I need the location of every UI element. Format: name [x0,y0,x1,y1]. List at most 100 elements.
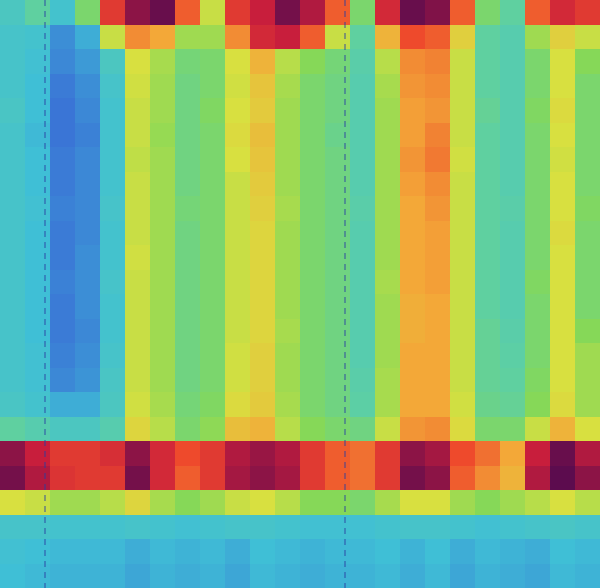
heatmap-cell [100,172,126,197]
heatmap-cell [175,147,201,172]
heatmap-cell [50,123,76,148]
heatmap-cell [425,368,451,393]
heatmap-cells [0,0,600,588]
heatmap-cell [475,564,501,588]
heatmap-cell [450,0,476,25]
heatmap-cell [475,441,501,466]
heatmap-cell [375,441,401,466]
heatmap-cell [475,25,501,50]
heatmap-cell [125,147,151,172]
heatmap-cell [175,0,201,25]
heatmap-cell [375,539,401,564]
heatmap-cell [425,490,451,515]
heatmap-cell [100,245,126,270]
heatmap-cell [225,25,251,50]
heatmap-cell [575,466,600,491]
heatmap-cell [550,74,576,99]
heatmap-cell [225,515,251,540]
heatmap-cell [375,368,401,393]
heatmap-cell [375,564,401,588]
heatmap-cell [0,490,26,515]
heatmap-cell [75,196,101,221]
heatmap-cell [150,25,176,50]
heatmap-cell [175,392,201,417]
heatmap-cell [50,539,76,564]
heatmap-cell [350,245,376,270]
heatmap-cell [575,294,600,319]
heatmap-cell [500,245,526,270]
heatmap-cell [25,221,51,246]
heatmap-cell [375,417,401,442]
heatmap-cell [525,368,551,393]
heatmap-cell [350,441,376,466]
heatmap-cell [500,0,526,25]
heatmap-cell [100,515,126,540]
heatmap-cell [25,564,51,588]
heatmap-cell [125,123,151,148]
heatmap-cell [350,319,376,344]
heatmap-cell [550,319,576,344]
heatmap-cell [425,270,451,295]
heatmap-cell [325,466,351,491]
heatmap-cell [225,466,251,491]
heatmap-cell [450,98,476,123]
heatmap-cell [450,123,476,148]
heatmap-cell [125,564,151,588]
heatmap-cell [425,221,451,246]
heatmap-cell [275,392,301,417]
heatmap-cell [75,343,101,368]
heatmap-cell [0,441,26,466]
heatmap-cell [350,196,376,221]
heatmap-cell [475,245,501,270]
heatmap-cell [325,196,351,221]
heatmap-cell [225,196,251,221]
heatmap-cell [350,25,376,50]
heatmap-cell [475,0,501,25]
heatmap-cell [200,539,226,564]
heatmap-cell [400,270,426,295]
heatmap-cell [425,172,451,197]
heatmap-cell [425,392,451,417]
heatmap-cell [150,441,176,466]
heatmap-cell [400,196,426,221]
heatmap-cell [550,196,576,221]
heatmap-cell [250,98,276,123]
heatmap-cell [175,319,201,344]
heatmap-cell [450,294,476,319]
heatmap-cell [50,0,76,25]
heatmap-cell [275,466,301,491]
heatmap-cell [525,245,551,270]
heatmap-cell [550,564,576,588]
heatmap-cell [275,564,301,588]
heatmap-cell [100,319,126,344]
heatmap-cell [500,196,526,221]
heatmap-cell [275,319,301,344]
heatmap-cell [225,319,251,344]
heatmap-cell [375,294,401,319]
heatmap-cell [325,0,351,25]
heatmap-cell [325,25,351,50]
heatmap-cell [400,417,426,442]
heatmap-cell [0,319,26,344]
heatmap-cell [250,123,276,148]
heatmap-cell [350,343,376,368]
heatmap-cell [425,515,451,540]
heatmap-cell [425,123,451,148]
heatmap-cell [325,343,351,368]
heatmap-cell [550,0,576,25]
heatmap-cell [150,490,176,515]
heatmap-cell [550,441,576,466]
heatmap-cell [450,490,476,515]
heatmap-cell [375,270,401,295]
heatmap-cell [575,147,600,172]
heatmap-cell [425,343,451,368]
heatmap-cell [0,49,26,74]
heatmap-cell [375,172,401,197]
heatmap-cell [150,0,176,25]
heatmap-cell [50,270,76,295]
heatmap-cell [275,490,301,515]
heatmap-cell [375,196,401,221]
heatmap-cell [325,98,351,123]
heatmap-cell [50,74,76,99]
heatmap-cell [300,74,326,99]
